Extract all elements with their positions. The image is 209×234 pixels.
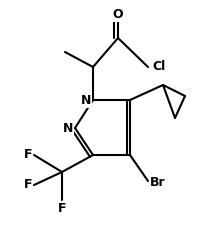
Text: F: F bbox=[23, 149, 32, 161]
Text: N: N bbox=[63, 121, 73, 135]
Text: F: F bbox=[58, 202, 66, 215]
Text: Cl: Cl bbox=[152, 61, 165, 73]
Text: N: N bbox=[81, 94, 91, 106]
Text: F: F bbox=[23, 179, 32, 191]
Text: Br: Br bbox=[150, 176, 166, 190]
Text: O: O bbox=[113, 7, 123, 21]
